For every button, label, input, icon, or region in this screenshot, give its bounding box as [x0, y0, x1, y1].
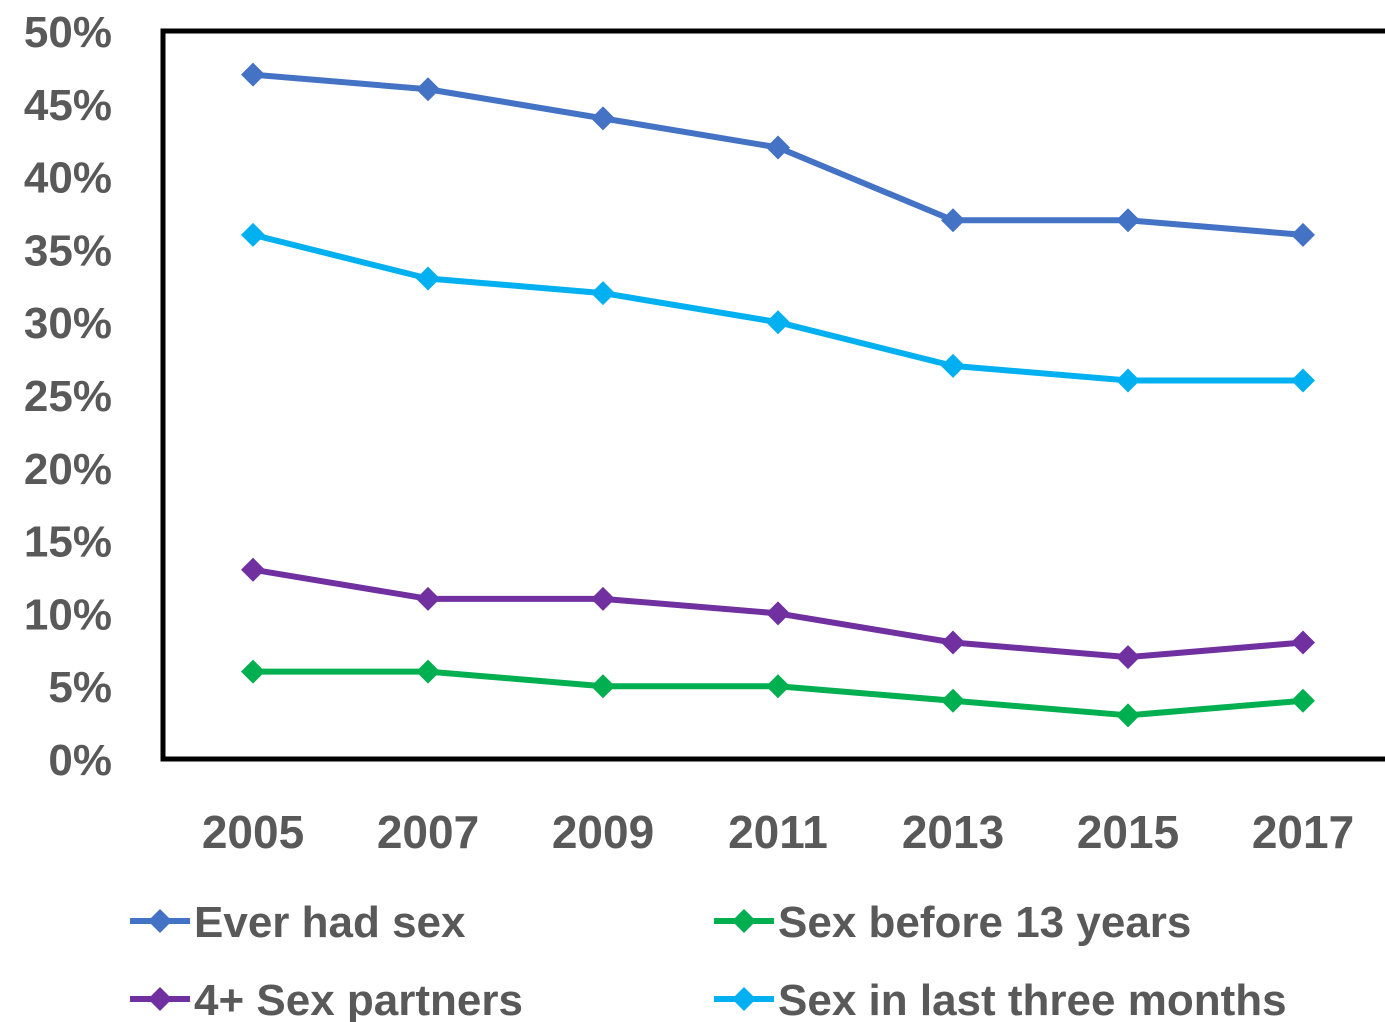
legend-label: Sex in last three months: [778, 976, 1287, 1022]
data-point-marker: [591, 674, 615, 699]
y-tick-label: 10%: [24, 590, 112, 639]
legend-swatch-marker: [732, 909, 756, 933]
data-point-marker: [1291, 368, 1315, 393]
data-point-marker: [1291, 688, 1315, 713]
legend-label: Ever had sex: [194, 898, 466, 947]
legend-item: Sex in last three months: [714, 976, 1287, 1022]
data-point-marker: [241, 62, 265, 87]
data-point-marker: [416, 77, 440, 102]
series-layer: [241, 62, 1315, 728]
data-point-marker: [1116, 645, 1140, 670]
legend-swatch-marker: [732, 987, 756, 1011]
data-point-marker: [941, 630, 965, 655]
data-point-marker: [766, 601, 790, 626]
data-point-marker: [941, 688, 965, 713]
legend-label: 4+ Sex partners: [194, 976, 523, 1022]
x-tick-label: 2015: [1077, 806, 1179, 858]
legend-item: 4+ Sex partners: [130, 976, 523, 1022]
legend-item: Ever had sex: [130, 898, 466, 947]
data-point-marker: [416, 266, 440, 291]
y-tick-label: 15%: [24, 518, 112, 567]
x-tick-label: 2011: [728, 806, 828, 858]
y-tick-label: 30%: [24, 299, 112, 348]
y-tick-label: 45%: [24, 81, 112, 130]
x-tick-label: 2017: [1252, 806, 1354, 858]
data-point-marker: [416, 586, 440, 611]
y-tick-label: 40%: [24, 154, 112, 203]
data-point-marker: [766, 135, 790, 160]
series-group: [241, 557, 1315, 670]
data-point-marker: [941, 208, 965, 233]
y-tick-label: 20%: [24, 445, 112, 494]
y-axis-tick-labels: 0% 5% 10% 15% 20% 25% 30% 35% 40% 45% 50%: [24, 8, 112, 785]
y-tick-label: 5%: [48, 663, 112, 712]
legend-swatch-marker: [148, 909, 172, 933]
data-point-marker: [241, 659, 265, 684]
legend-item: Sex before 13 years: [714, 898, 1191, 947]
data-point-marker: [1116, 208, 1140, 233]
data-point-marker: [766, 310, 790, 335]
data-point-marker: [416, 659, 440, 684]
legend-swatch-marker: [148, 987, 172, 1011]
x-tick-label: 2005: [202, 806, 304, 858]
data-point-marker: [241, 557, 265, 582]
x-axis-tick-labels: 2005 2007 2009 2011 2013 2015 2017: [202, 806, 1354, 858]
data-point-marker: [591, 106, 615, 131]
data-point-marker: [766, 674, 790, 699]
data-point-marker: [1116, 703, 1140, 728]
y-tick-label: 0%: [48, 736, 112, 785]
legend: Ever had sex Sex before 13 years 4+ Sex pa…: [130, 898, 1287, 1022]
legend-label: Sex before 13 years: [778, 898, 1191, 947]
data-point-marker: [1291, 222, 1315, 247]
series-group: [241, 222, 1315, 393]
data-point-marker: [941, 353, 965, 378]
x-tick-label: 2009: [552, 806, 654, 858]
series-group: [241, 62, 1315, 247]
plot-area-frame: [160, 28, 1385, 762]
y-tick-label: 35%: [24, 226, 112, 275]
data-point-marker: [1291, 630, 1315, 655]
series-group: [241, 659, 1315, 728]
data-point-marker: [591, 281, 615, 306]
x-tick-label: 2007: [377, 806, 479, 858]
data-point-marker: [1116, 368, 1140, 393]
y-tick-label: 50%: [24, 8, 112, 57]
x-tick-label: 2013: [902, 806, 1004, 858]
data-point-marker: [591, 586, 615, 611]
data-point-marker: [241, 222, 265, 247]
y-tick-label: 25%: [24, 372, 112, 421]
series-line: [252, 231, 1303, 384]
